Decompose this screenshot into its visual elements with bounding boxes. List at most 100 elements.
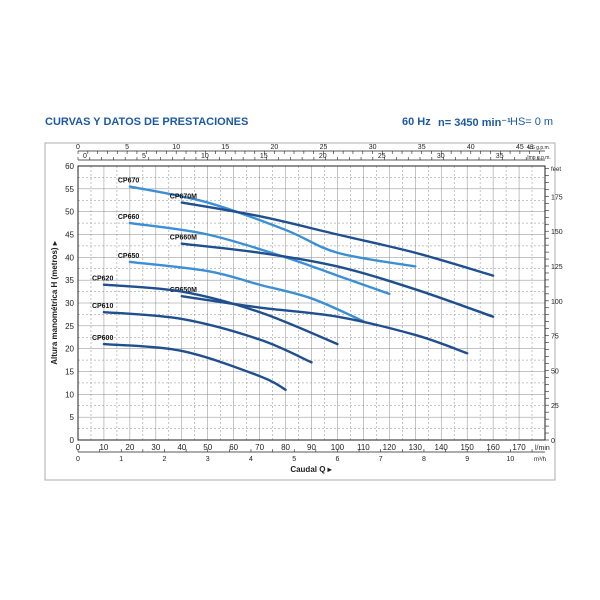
m3h-tick-label: 1 bbox=[119, 456, 123, 463]
x-axis-title: Caudal Q ▸ bbox=[290, 465, 332, 474]
m3h-tick-label: 5 bbox=[292, 456, 296, 463]
feet-tick-label: 25 bbox=[551, 403, 559, 410]
y-tick-label: 5 bbox=[70, 413, 75, 422]
y-tick-label: 50 bbox=[65, 208, 74, 217]
usgpm-tick-label: 0 bbox=[76, 144, 80, 151]
y-tick-label: 55 bbox=[65, 185, 74, 194]
usgpm-tick-label: 35 bbox=[418, 144, 426, 151]
m3h-tick-label: 7 bbox=[379, 456, 383, 463]
x-tick-label: 90 bbox=[307, 443, 316, 452]
chart-frame bbox=[44, 142, 556, 481]
usgpm-unit-label: US g.p.m. bbox=[528, 145, 550, 151]
hs-label: HS= 0 m bbox=[510, 116, 554, 128]
curve-cp620 bbox=[102, 283, 339, 346]
feet-tick-label: 150 bbox=[551, 229, 563, 236]
x-tick-label: 110 bbox=[357, 443, 370, 452]
impgpm-tick-label: 15 bbox=[260, 153, 268, 160]
impgpm-tick-label: 5 bbox=[142, 153, 146, 160]
y-tick-label: 20 bbox=[65, 345, 74, 354]
x-tick-label: 160 bbox=[486, 443, 500, 452]
x-tick-label: 120 bbox=[383, 443, 397, 452]
x-tick-label: 80 bbox=[281, 443, 290, 452]
x-tick-label: 10 bbox=[99, 443, 108, 452]
chart-title: CURVAS Y DATOS DE PRESTACIONES bbox=[45, 116, 249, 128]
m3h-tick-label: 4 bbox=[249, 456, 253, 463]
x-unit-label: l/min bbox=[535, 445, 550, 452]
y-tick-label: 45 bbox=[65, 231, 74, 240]
feet-tick-label: 100 bbox=[551, 299, 563, 306]
x-tick-label: 20 bbox=[125, 443, 134, 452]
plot-border bbox=[77, 165, 546, 441]
curve-label-cp650: CP650 bbox=[118, 253, 140, 260]
usgpm-tick-label: 15 bbox=[221, 144, 229, 151]
x-tick-label: 100 bbox=[331, 443, 345, 452]
curve-label-cp610: CP610 bbox=[92, 303, 114, 310]
x-tick-label: 0 bbox=[76, 443, 81, 452]
m3h-tick-label: 9 bbox=[465, 456, 469, 463]
curve-cp660m bbox=[180, 242, 495, 318]
usgpm-tick-label: 10 bbox=[172, 144, 180, 151]
curve-label-cp670: CP670 bbox=[118, 178, 140, 185]
y-tick-label: 25 bbox=[65, 322, 74, 331]
curve-label-cp620: CP620 bbox=[92, 276, 114, 283]
usgpm-tick-label: 5 bbox=[125, 144, 129, 151]
curve-label-cp660: CP660 bbox=[118, 214, 140, 221]
impgpm-tick-label: 35 bbox=[496, 153, 504, 160]
x-tick-label: 140 bbox=[435, 443, 449, 452]
impgpm-tick-label: 10 bbox=[201, 153, 209, 160]
m3h-tick-label: 10 bbox=[507, 456, 515, 463]
m3h-tick-label: 6 bbox=[335, 456, 339, 463]
curve-cp600 bbox=[102, 342, 287, 391]
x-tick-label: 70 bbox=[255, 443, 264, 452]
x-tick-label: 150 bbox=[460, 443, 474, 452]
y-tick-label: 60 bbox=[65, 162, 74, 171]
usgpm-prefix-label: 45 bbox=[527, 145, 534, 151]
curve-cp650 bbox=[128, 260, 365, 323]
m3h-tick-label: 3 bbox=[206, 456, 210, 463]
curve-cp610 bbox=[102, 310, 313, 364]
m3h-tick-label: 2 bbox=[163, 456, 167, 463]
x-tick-label: 30 bbox=[151, 443, 160, 452]
frequency-label: 60 Hz bbox=[402, 116, 431, 128]
impgpm-tick-label: 30 bbox=[437, 153, 445, 160]
y-tick-label: 15 bbox=[65, 368, 74, 377]
feet-tick-label: 125 bbox=[551, 264, 563, 271]
curve-label-cp670m: CP670M bbox=[170, 194, 197, 201]
feet-tick-label: 50 bbox=[551, 368, 559, 375]
y-tick-label: 10 bbox=[65, 390, 74, 399]
m3h-unit-label: m³/h bbox=[534, 457, 546, 463]
x-tick-label: 40 bbox=[177, 443, 186, 452]
feet-tick-label: 0 bbox=[551, 438, 555, 445]
m3h-tick-label: 0 bbox=[76, 456, 80, 463]
feet-unit-label: feet bbox=[551, 167, 561, 173]
x-tick-label: 170 bbox=[512, 443, 526, 452]
y-tick-label: 40 bbox=[65, 253, 74, 262]
usgpm-tick-label: 25 bbox=[320, 144, 328, 151]
curve-label-cp650m: CP650M bbox=[170, 287, 197, 294]
feet-tick-label: 175 bbox=[551, 194, 563, 201]
x-tick-label: 50 bbox=[203, 443, 212, 452]
x-tick-label: 130 bbox=[409, 443, 423, 452]
impgpm-tick-label: 25 bbox=[378, 153, 386, 160]
curve-cp670m bbox=[180, 201, 495, 277]
curve-label-cp660m: CP660M bbox=[170, 235, 197, 242]
feet-tick-label: 75 bbox=[551, 334, 559, 341]
usgpm-tick-label: 45 bbox=[516, 144, 524, 151]
m3h-tick-label: 8 bbox=[422, 456, 426, 463]
usgpm-tick-label: 20 bbox=[271, 144, 279, 151]
speed-label: n= 3450 min⁻¹ bbox=[438, 117, 511, 129]
y-tick-label: 35 bbox=[65, 276, 74, 285]
curve-label-cp600: CP600 bbox=[92, 335, 114, 342]
impgpm-unit-label: Imp g.p.m. bbox=[527, 155, 551, 161]
usgpm-tick-label: 30 bbox=[369, 144, 377, 151]
chart-header: CURVAS Y DATOS DE PRESTACIONES 60 Hz n= … bbox=[0, 116, 600, 136]
usgpm-tick-label: 40 bbox=[467, 144, 475, 151]
x-tick-label: 60 bbox=[229, 443, 238, 452]
y-axis-title: Altura manométrica H (metros) ▸ bbox=[50, 240, 59, 365]
y-tick-label: 0 bbox=[70, 436, 75, 445]
y-tick-label: 30 bbox=[65, 299, 74, 308]
curve-cp670 bbox=[128, 185, 417, 268]
impgpm-tick-label: 20 bbox=[319, 153, 327, 160]
impgpm-tick-label: 0 bbox=[83, 153, 87, 160]
